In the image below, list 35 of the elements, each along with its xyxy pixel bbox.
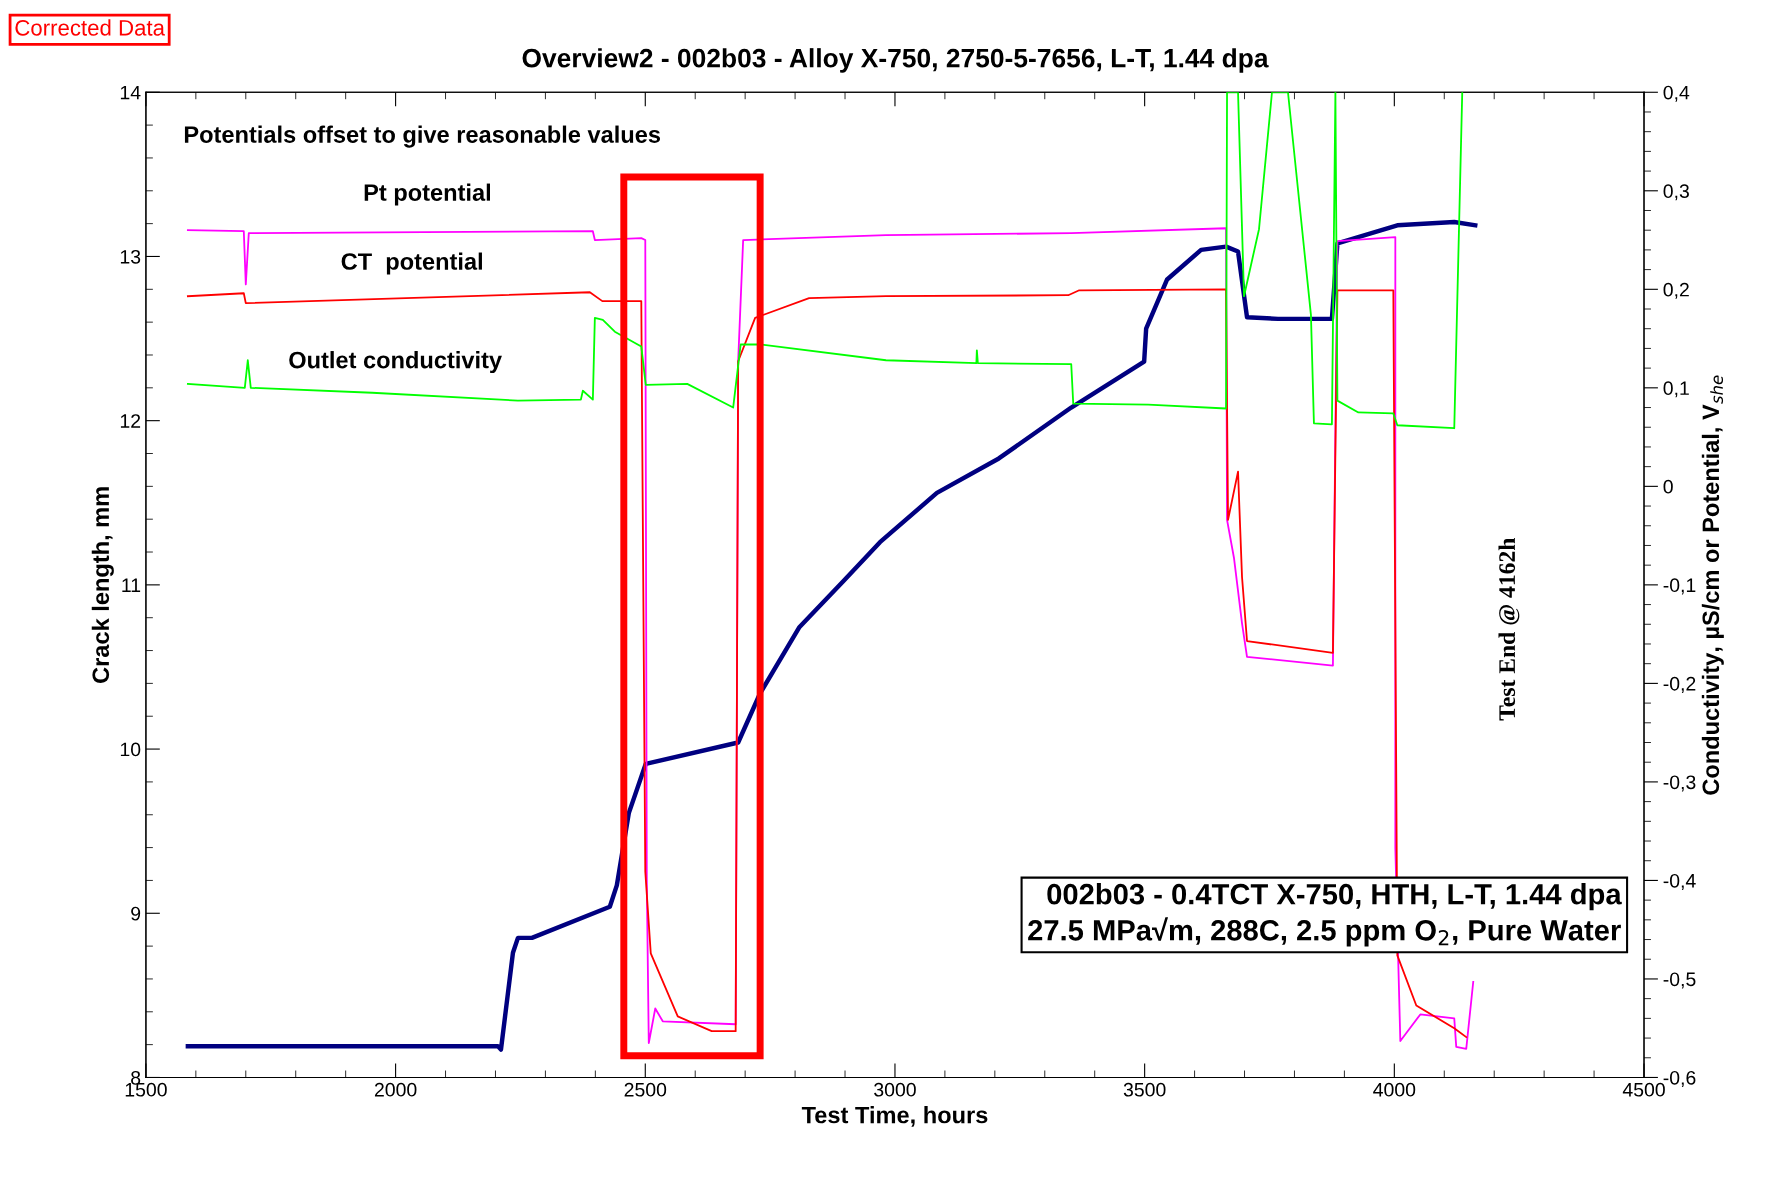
y-tick-label: 14 [120,85,141,100]
y2-tick-label: -0,1 [1663,578,1696,595]
y2-tick-label: 0,2 [1663,282,1689,299]
annotation: 002b03 - 0.4TCT X-750, HTH, L-T, 1.44 dpa 27.5 MPa√m, 288C, 2.5 ppm O$_{2}$, Pure Water [1028,883,1622,947]
y-tick-label: 11 [122,578,141,592]
x-tick-label: 3500 [1123,1082,1166,1097]
y2-tick-label: 0,4 [1663,85,1690,102]
y-tick-label: 9 [131,906,141,921]
y2-tick-label: -0,5 [1663,972,1696,989]
annotation: Potentials offset to give reasonable values [184,125,661,148]
y-axis-title: Crack length, mm [91,487,114,683]
y-tick-label: 13 [120,249,141,264]
x-tick-label: 4500 [1622,1082,1665,1097]
x-tick-label: 2000 [374,1082,417,1097]
y2-tick-label: 0,1 [1663,381,1689,398]
y-tick-label: 10 [120,742,141,757]
x-axis-title: Test Time, hours [801,1106,988,1127]
y2-tick-label: -0,6 [1663,1070,1696,1088]
y-tick-label: 12 [120,414,141,428]
y2-tick-label: -0,4 [1663,873,1696,890]
x-tick-label: 2500 [624,1082,667,1097]
y2-tick-label: -0,3 [1663,775,1696,792]
text: Corrected Data [15,19,165,36]
annotation: Test End @ 4162h [1498,537,1520,721]
y2-tick-label: -0,2 [1663,676,1696,693]
series-label: Outlet conductivity [289,351,502,374]
x-tick-label: 3000 [874,1082,916,1097]
line-series [186,92,1464,430]
y2-tick-label: 0 [1663,479,1673,494]
y2-axis-title: Conductivity, µS/cm or Potential, V$_{she}$ [1701,375,1724,795]
series-label: CT potential [341,252,482,275]
x-tick-label: 4000 [1373,1082,1416,1097]
chart-title: Overview2 - 002b03 - Alloy X-750, 2750-5-7656, L-T, 1.44 dpa [522,48,1269,73]
y2-tick-label: 0,3 [1663,184,1689,201]
series-label: Pt potential [364,183,491,206]
